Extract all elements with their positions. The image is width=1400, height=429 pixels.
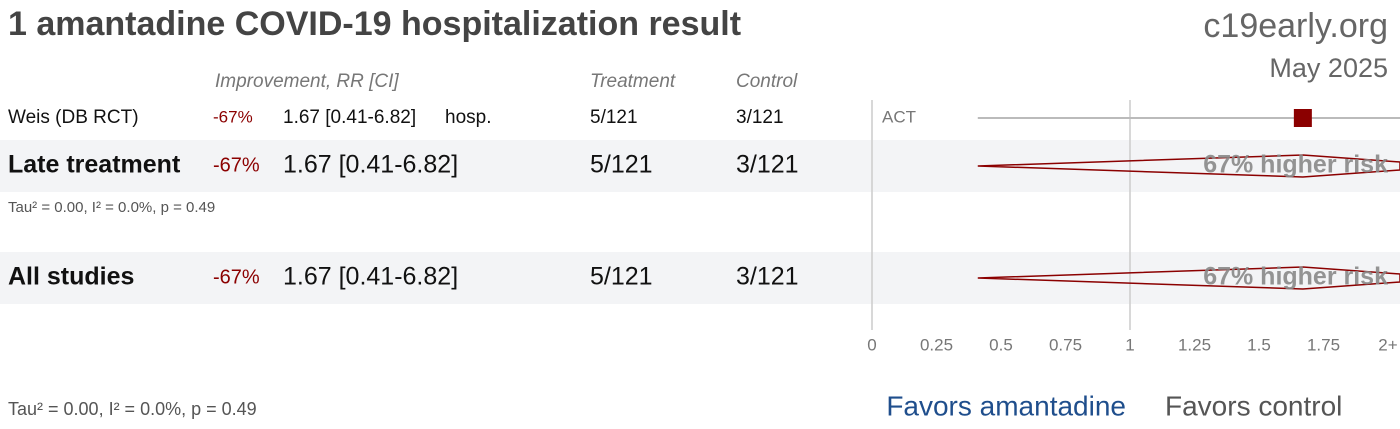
row-band (0, 252, 1400, 304)
x-tick-label: 1.5 (1247, 335, 1271, 354)
improvement: -67% (213, 154, 260, 176)
x-tick-label: 0.25 (920, 335, 953, 354)
summary-diamond (977, 154, 1400, 178)
chart-title: 1 amantadine COVID-19 hospitalization re… (8, 5, 741, 43)
x-tick-label: 1.25 (1178, 335, 1211, 354)
x-tick-label: 1.75 (1307, 335, 1340, 354)
favors-label: Favors amantadine (886, 390, 1126, 421)
x-tick-label: 2+ (1378, 335, 1397, 354)
column-header: Control (736, 71, 798, 92)
favors-label: Favors control (1165, 390, 1342, 421)
row-band (0, 140, 1400, 192)
treatment: 5/121 (590, 151, 653, 179)
summary-diamond (977, 266, 1400, 290)
control: 3/121 (736, 151, 799, 179)
date: May 2025 (1269, 53, 1388, 83)
x-tick-label: 0 (867, 335, 876, 354)
row-name: Late treatment (8, 151, 181, 179)
row-name: Weis (DB RCT) (8, 107, 139, 128)
rr-label: 1.67 [0.41-6.82] (283, 263, 458, 291)
rr-label: 1.67 [0.41-6.82] (283, 151, 458, 179)
treatment: 5/121 (590, 263, 653, 291)
treatment: 5/121 (590, 107, 638, 128)
source: c19early.org (1203, 7, 1388, 45)
effect-square (1293, 109, 1312, 127)
x-tick-label: 0.5 (989, 335, 1013, 354)
improvement: -67% (213, 266, 260, 288)
control: 3/121 (736, 107, 784, 128)
improvement: -67% (213, 107, 253, 126)
heterogeneity: Tau² = 0.00, I² = 0.0%, p = 0.49 (8, 399, 257, 419)
row-name: All studies (8, 263, 134, 291)
control: 3/121 (736, 263, 799, 291)
study-tag: ACT (882, 107, 916, 126)
heterogeneity: Tau² = 0.00, I² = 0.0%, p = 0.49 (8, 199, 215, 216)
rr-label: 1.67 [0.41-6.82] (283, 107, 416, 128)
outcome: hosp. (445, 107, 491, 128)
column-header: Treatment (590, 71, 676, 92)
effect-label: 67% higher risk (1203, 151, 1388, 179)
x-tick-label: 1 (1125, 335, 1134, 354)
column-header: Improvement, RR [CI] (215, 71, 399, 92)
effect-label: 67% higher risk (1203, 263, 1388, 291)
x-tick-label: 0.75 (1049, 335, 1082, 354)
